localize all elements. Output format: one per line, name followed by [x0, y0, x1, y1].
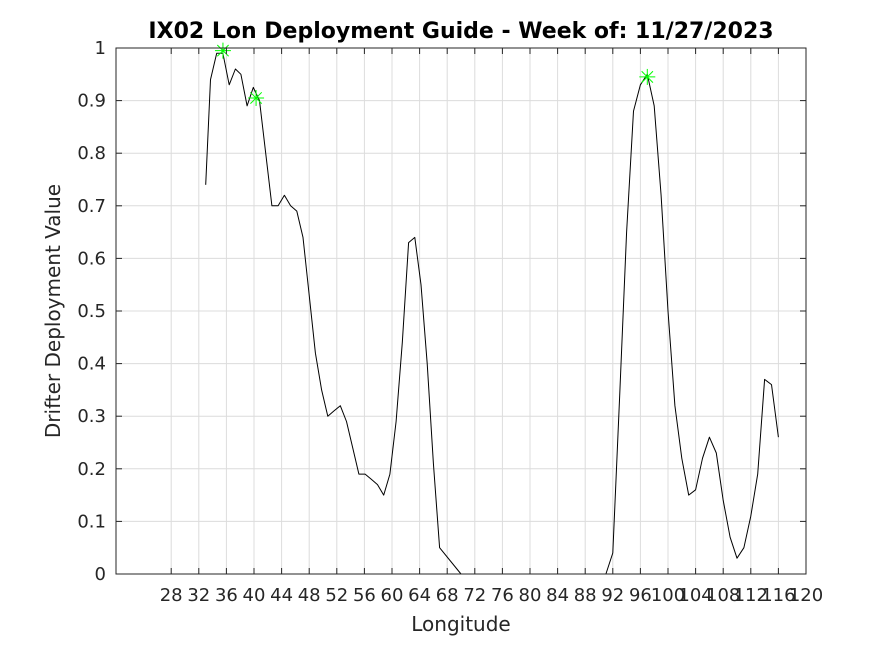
- x-tick-label: 120: [789, 585, 823, 606]
- x-tick-label: 32: [187, 585, 210, 606]
- x-tick-label: 100: [651, 585, 685, 606]
- x-tick-label: 28: [160, 585, 183, 606]
- x-tick-label: 92: [601, 585, 624, 606]
- y-tick-label: 0.1: [77, 511, 106, 532]
- peak-marker: [214, 42, 231, 59]
- x-tick-label: 56: [353, 585, 376, 606]
- x-tick-label: 40: [243, 585, 266, 606]
- x-axis-label: Longitude: [411, 612, 510, 636]
- peak-marker: [639, 68, 656, 85]
- y-tick-label: 0.8: [77, 143, 106, 164]
- data-layer: [205, 42, 779, 575]
- x-tick-label: 88: [574, 585, 597, 606]
- chart-title: IX02 Lon Deployment Guide - Week of: 11/…: [148, 19, 773, 44]
- x-tick-label: 36: [215, 585, 238, 606]
- x-tick-label: 116: [761, 585, 795, 606]
- x-tick-label: 112: [734, 585, 768, 606]
- y-tick-label: 0.6: [77, 248, 106, 269]
- y-tick-label: 0: [95, 564, 106, 585]
- x-tick-label: 64: [408, 585, 431, 606]
- y-tick-label: 0.5: [77, 301, 106, 322]
- x-tick-label: 104: [678, 585, 712, 606]
- y-tick-label: 0.3: [77, 406, 106, 427]
- x-tick-label: 72: [463, 585, 486, 606]
- y-tick-label: 0.7: [77, 196, 106, 217]
- x-tick-label: 108: [706, 585, 740, 606]
- x-tick-label: 80: [519, 585, 542, 606]
- ticks: 28 32 36 40 44 48 52 56 60 64 68 72 76 80 84 88 92 961001…: [77, 38, 823, 606]
- x-tick-label: 52: [325, 585, 348, 606]
- x-tick-label: 76: [491, 585, 514, 606]
- y-tick-label: 0.9: [77, 91, 106, 112]
- x-tick-label: 68: [436, 585, 459, 606]
- y-tick-label: 0.4: [77, 354, 106, 375]
- x-tick-label: 48: [298, 585, 321, 606]
- y-axis-label: Drifter Deployment Value: [41, 184, 65, 438]
- y-tick-label: 1: [95, 38, 106, 59]
- deployment-value-line: [205, 52, 779, 575]
- peak-marker: [248, 89, 265, 106]
- x-tick-label: 96: [629, 585, 652, 606]
- y-tick-label: 0.2: [77, 459, 106, 480]
- x-tick-label: 84: [546, 585, 569, 606]
- x-tick-label: 60: [381, 585, 404, 606]
- x-tick-label: 44: [270, 585, 293, 606]
